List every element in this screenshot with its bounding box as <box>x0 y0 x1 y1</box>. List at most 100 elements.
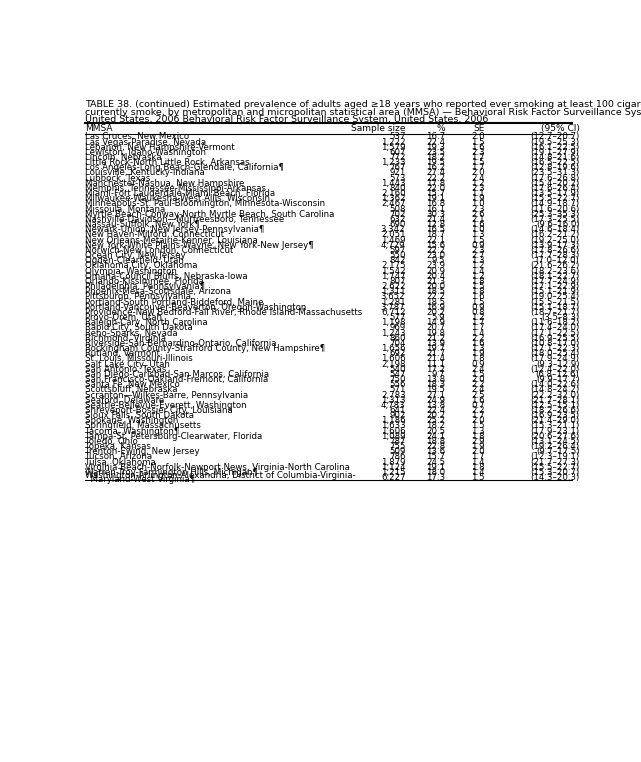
Text: 13.6: 13.6 <box>426 447 445 456</box>
Text: 1.7: 1.7 <box>471 453 485 462</box>
Text: 1.5: 1.5 <box>471 158 485 167</box>
Text: Washington-Arlington-Alexandria, District of Columbia-Virginia-: Washington-Arlington-Alexandria, Distric… <box>85 472 356 480</box>
Text: 1.3: 1.3 <box>471 427 485 436</box>
Text: Lincoln, Nebraska: Lincoln, Nebraska <box>85 153 162 162</box>
Text: 2.3: 2.3 <box>471 184 485 193</box>
Text: (15.5–22.7): (15.5–22.7) <box>530 194 579 203</box>
Text: 556: 556 <box>389 380 406 389</box>
Text: New Haven-Milford, Connecticut: New Haven-Milford, Connecticut <box>85 230 224 239</box>
Text: 1.7: 1.7 <box>471 411 485 420</box>
Text: (17.1–22.9): (17.1–22.9) <box>530 282 579 291</box>
Text: Ogden-Clearfield, Utah: Ogden-Clearfield, Utah <box>85 256 184 265</box>
Text: 540: 540 <box>389 365 406 373</box>
Text: Milwaukee-Waukesha-West Allis, Wisconsin: Milwaukee-Waukesha-West Allis, Wisconsin <box>85 194 270 203</box>
Text: 18.5: 18.5 <box>426 298 445 306</box>
Text: Missoula, Montana: Missoula, Montana <box>85 205 165 213</box>
Text: (21.4–29.0): (21.4–29.0) <box>530 416 579 425</box>
Text: 1,747: 1,747 <box>381 272 406 280</box>
Text: 750: 750 <box>389 375 406 384</box>
Text: 550: 550 <box>389 251 406 260</box>
Text: Pittsburgh, Pennsylvania: Pittsburgh, Pennsylvania <box>85 293 191 302</box>
Text: 1,542: 1,542 <box>381 267 406 276</box>
Text: 13.8: 13.8 <box>426 375 445 384</box>
Text: 690: 690 <box>389 220 406 229</box>
Text: 1.4: 1.4 <box>471 458 485 466</box>
Text: (11.6–18.2): (11.6–18.2) <box>530 319 579 327</box>
Text: (14.9–18.7): (14.9–18.7) <box>530 200 579 209</box>
Text: 786: 786 <box>389 453 406 462</box>
Text: Topeka, Kansas: Topeka, Kansas <box>85 442 151 451</box>
Text: 15.6: 15.6 <box>426 241 445 250</box>
Text: 1.6: 1.6 <box>471 220 485 229</box>
Text: 755: 755 <box>389 442 406 451</box>
Text: (14.8–24.2): (14.8–24.2) <box>530 386 579 395</box>
Text: Scottsbluff, Nebraska: Scottsbluff, Nebraska <box>85 386 178 395</box>
Text: 1.5: 1.5 <box>471 282 485 291</box>
Text: 18.2: 18.2 <box>426 421 445 431</box>
Text: 632: 632 <box>389 215 406 224</box>
Text: Minneapolis-St. Paul-Bloomington, Minnesota-Wisconsin: Minneapolis-St. Paul-Bloomington, Minnes… <box>85 200 325 209</box>
Text: 27.4: 27.4 <box>426 168 445 178</box>
Text: 1.4: 1.4 <box>471 468 485 477</box>
Text: 22.1: 22.1 <box>426 235 445 245</box>
Text: Miami-Fort Lauderdale-Miami Beach, Florida: Miami-Fort Lauderdale-Miami Beach, Flori… <box>85 189 275 198</box>
Text: Myrtle Beach-Conway-North Myrtle Beach, South Carolina: Myrtle Beach-Conway-North Myrtle Beach, … <box>85 210 335 219</box>
Text: 1.4: 1.4 <box>471 328 485 338</box>
Text: 2,622: 2,622 <box>381 282 406 291</box>
Text: (13.1–24.5): (13.1–24.5) <box>530 437 579 446</box>
Text: (17.9–23.1): (17.9–23.1) <box>530 427 579 436</box>
Text: 2,783: 2,783 <box>381 390 406 399</box>
Text: 2.2: 2.2 <box>471 406 485 415</box>
Text: 842: 842 <box>389 256 406 265</box>
Text: 14.9: 14.9 <box>426 319 445 327</box>
Text: 2.4: 2.4 <box>471 365 485 373</box>
Text: 21.3: 21.3 <box>426 277 445 286</box>
Text: Omaha-Council Bluffs, Nebraska-Iowa: Omaha-Council Bluffs, Nebraska-Iowa <box>85 272 247 280</box>
Text: United States, 2006 Behavioral Risk Factor Surveillance System, United States, 2: United States, 2006 Behavioral Risk Fact… <box>85 116 488 124</box>
Text: 607: 607 <box>389 148 406 157</box>
Text: 24.9: 24.9 <box>426 395 445 405</box>
Text: 1.5: 1.5 <box>471 235 485 245</box>
Text: 12.8: 12.8 <box>426 220 445 229</box>
Text: 902: 902 <box>389 411 406 420</box>
Text: 3,652: 3,652 <box>381 293 406 302</box>
Text: 6,227: 6,227 <box>381 473 406 482</box>
Text: 1.0: 1.0 <box>471 200 485 209</box>
Text: 2.3: 2.3 <box>471 246 485 255</box>
Text: (12.8–19.6): (12.8–19.6) <box>530 163 579 172</box>
Text: 692: 692 <box>389 349 406 358</box>
Text: 2.2: 2.2 <box>471 334 485 343</box>
Text: 30.3: 30.3 <box>426 210 445 219</box>
Text: 18.2: 18.2 <box>426 153 445 162</box>
Text: (18.2–26.6): (18.2–26.6) <box>530 406 579 415</box>
Text: Lewiston, Idaho-Washington: Lewiston, Idaho-Washington <box>85 148 206 157</box>
Text: Louisville, Kentucky-Indiana: Louisville, Kentucky-Indiana <box>85 168 205 178</box>
Text: New Orleans-Metairie-Kenner, Louisiana: New Orleans-Metairie-Kenner, Louisiana <box>85 235 258 245</box>
Text: 24.1: 24.1 <box>426 432 445 441</box>
Text: Lubbock, Texas: Lubbock, Texas <box>85 174 151 183</box>
Text: 807: 807 <box>389 277 406 286</box>
Text: (17.6–26.4): (17.6–26.4) <box>530 184 579 193</box>
Text: Phoenix-Mesa-Scottsdale, Arizona: Phoenix-Mesa-Scottsdale, Arizona <box>85 287 231 296</box>
Text: 1,313: 1,313 <box>381 395 406 405</box>
Text: 19.8: 19.8 <box>426 328 445 338</box>
Text: 1.5: 1.5 <box>471 473 485 482</box>
Text: 1,215: 1,215 <box>381 468 406 477</box>
Text: 1.5: 1.5 <box>471 298 485 306</box>
Text: 3,342: 3,342 <box>381 226 406 234</box>
Text: 1,606: 1,606 <box>381 427 406 436</box>
Text: (9.9–17.7): (9.9–17.7) <box>536 375 579 384</box>
Text: 11.1: 11.1 <box>426 360 445 369</box>
Text: 2.5: 2.5 <box>471 390 485 399</box>
Text: 1,281: 1,281 <box>381 298 406 306</box>
Text: Orlando-Kissimmee, Florida: Orlando-Kissimmee, Florida <box>85 277 204 286</box>
Text: 1,469: 1,469 <box>381 235 406 245</box>
Text: 4,783: 4,783 <box>381 401 406 410</box>
Text: (12.7–20.7): (12.7–20.7) <box>530 133 579 142</box>
Text: 24.5: 24.5 <box>426 458 445 466</box>
Text: 1.3: 1.3 <box>471 256 485 265</box>
Text: 1.6: 1.6 <box>471 395 485 405</box>
Text: 22.8: 22.8 <box>426 442 445 451</box>
Text: 16.7: 16.7 <box>426 133 445 142</box>
Text: (15.1–21.9): (15.1–21.9) <box>530 287 579 296</box>
